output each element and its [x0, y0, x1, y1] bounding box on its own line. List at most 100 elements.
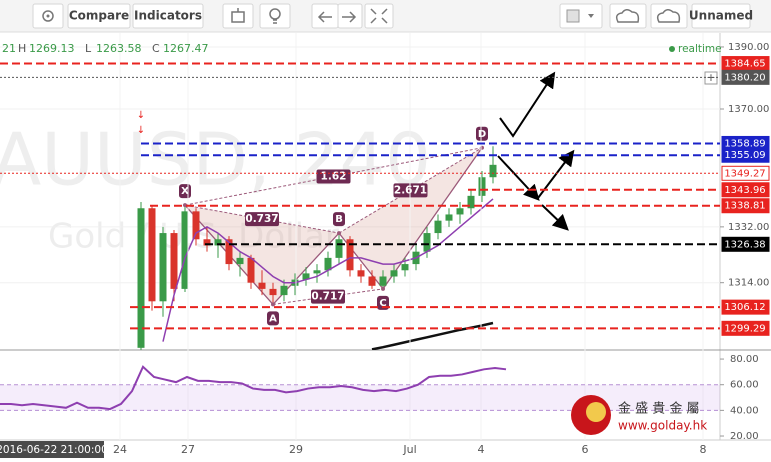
- candle-body: [137, 208, 145, 348]
- signal-marker: ↓: [137, 110, 145, 121]
- level-label-bg: [721, 165, 770, 181]
- layout-button[interactable]: Unnamed: [689, 3, 753, 29]
- y-tick-label: 1314.00: [728, 278, 769, 289]
- x-tick-label: 6: [582, 443, 589, 456]
- ratio-box: [311, 289, 345, 304]
- candle-body: [434, 220, 442, 234]
- candle-body: [170, 233, 178, 289]
- pattern-point: [271, 302, 275, 307]
- toolbar: Compare Indicators Unnamed: [0, 0, 771, 33]
- x-tick-label: Jul: [402, 443, 416, 456]
- compare-label: Compare: [69, 9, 129, 23]
- crosshair-time-bg: [0, 441, 104, 458]
- point-box: [333, 212, 345, 227]
- ratio-label: 0.737: [245, 213, 278, 225]
- indicators-label: Indicators: [134, 9, 202, 23]
- redo-button[interactable]: [337, 3, 363, 29]
- candle-body: [379, 276, 387, 286]
- candle-body: [324, 257, 332, 271]
- idea-button[interactable]: [259, 3, 291, 29]
- x-tick-label: 29: [289, 443, 303, 456]
- ratio-label: 1.62: [321, 170, 347, 182]
- level-label: 1299.29: [724, 323, 765, 334]
- indicator-line: [0, 365, 507, 411]
- candle-body: [203, 239, 211, 246]
- fullscreen-button[interactable]: [364, 3, 394, 29]
- level-label-bg: [721, 198, 770, 214]
- alert-button[interactable]: [222, 3, 254, 29]
- candle-body: [280, 285, 288, 296]
- candle-body: [302, 273, 310, 280]
- candle-body: [423, 233, 431, 252]
- ratio-label: 0.717: [311, 291, 344, 303]
- symbol-watermark: AUUSD, 240: [0, 118, 431, 202]
- level-label-bg: [721, 320, 770, 336]
- y-tick-label: 1370.00: [728, 104, 769, 115]
- level-label: 1326.38: [724, 239, 765, 250]
- logo: 金 盛 貴 金 屬 www.golday.hk: [571, 395, 707, 435]
- layout-name: Unnamed: [689, 9, 753, 23]
- level-label-bg: [721, 182, 770, 198]
- y-tick-label: 80.00: [730, 354, 759, 365]
- candle-body: [478, 177, 486, 196]
- add-icon: +: [706, 71, 715, 84]
- level-label: 1349.27: [724, 168, 765, 179]
- load-button[interactable]: [609, 3, 647, 29]
- legend-key: C: [152, 42, 160, 55]
- pattern-point: [381, 286, 385, 291]
- pattern-ratio-line: [338, 147, 483, 234]
- settings-button[interactable]: [32, 3, 64, 29]
- candle-body: [390, 270, 398, 277]
- x-tick-label: 4: [478, 443, 485, 456]
- legend-key: L: [85, 42, 92, 55]
- candle-body: [214, 239, 222, 246]
- level-label-bg: [721, 299, 770, 315]
- legend-value: 1269.13: [29, 42, 75, 55]
- level-label: 1380.20: [724, 72, 765, 83]
- point-label: D: [478, 129, 486, 140]
- candle-body: [357, 270, 365, 277]
- logo-coin: [586, 402, 606, 422]
- level-label-bg: [721, 147, 770, 163]
- add-button[interactable]: [704, 71, 718, 85]
- pattern-ratio-line: [184, 204, 340, 234]
- ratio-box: [245, 212, 279, 227]
- pattern-point: [337, 231, 341, 236]
- candle-body: [368, 276, 376, 286]
- y-tick-label: 1390.00: [728, 42, 769, 53]
- forecast-arrows: [497, 71, 575, 231]
- indicators-button[interactable]: Indicators: [132, 3, 204, 29]
- level-label: 1358.89: [724, 138, 765, 149]
- x-tick-label: 8: [700, 443, 707, 456]
- point-label: A: [269, 313, 277, 324]
- signal-marker: ↓: [137, 125, 145, 136]
- candle-body: [236, 257, 244, 265]
- candle-body: [335, 239, 343, 258]
- y-tick-label: 60.00: [730, 380, 759, 391]
- realtime-dot: [669, 46, 675, 52]
- candle-body: [456, 208, 464, 215]
- level-label: 1343.96: [724, 185, 765, 196]
- point-label: B: [335, 214, 343, 225]
- y-tick-label: 20.00: [730, 431, 759, 442]
- candle-body: [247, 257, 255, 283]
- level-label-bg: [721, 69, 770, 85]
- candle-body: [489, 164, 497, 178]
- y-tick-label: 1332.00: [728, 222, 769, 233]
- legend-value: 1263.58: [96, 42, 142, 55]
- undo-button[interactable]: [311, 3, 339, 29]
- compare-button[interactable]: Compare: [67, 3, 131, 29]
- candle-body: [401, 264, 409, 271]
- candle-body: [225, 239, 233, 265]
- candle-body: [181, 211, 189, 289]
- point-box: [267, 311, 279, 326]
- legend-lead: 21: [2, 42, 16, 55]
- save-button[interactable]: [650, 3, 688, 29]
- style-dropdown[interactable]: [559, 3, 603, 29]
- logo-name: 金 盛 貴 金 屬: [618, 401, 700, 417]
- point-box: [476, 126, 488, 141]
- candle-body: [148, 208, 156, 302]
